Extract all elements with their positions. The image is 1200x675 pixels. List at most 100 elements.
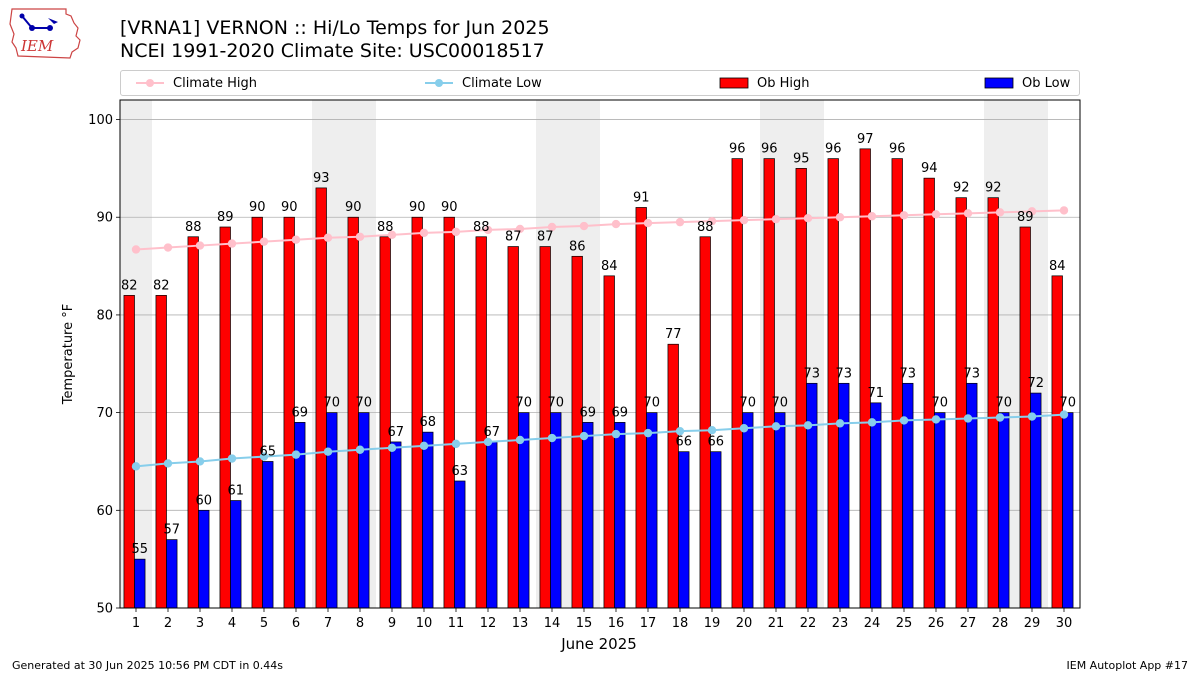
x-tick-label-28: 28 xyxy=(992,616,1009,631)
ob-low-label-6: 69 xyxy=(292,405,309,420)
climate-high-point-24 xyxy=(867,212,877,221)
ob-high-bar-10 xyxy=(411,216,423,609)
y-tick-label-70: 70 xyxy=(96,406,113,421)
x-tick-label-15: 15 xyxy=(576,616,593,631)
ob-high-label-30: 84 xyxy=(1049,259,1066,274)
ob-high-bar-16 xyxy=(603,275,615,609)
ob-low-label-13: 70 xyxy=(516,396,533,411)
ob-low-label-26: 70 xyxy=(932,396,949,411)
ob-high-label-14: 87 xyxy=(537,230,554,245)
legend-item-ob-high: Ob High xyxy=(719,71,810,95)
climate-high-point-14 xyxy=(547,222,557,232)
ob-low-bar-1 xyxy=(134,558,146,609)
x-tick-label-14: 14 xyxy=(544,616,561,631)
climate-high-point-1 xyxy=(131,245,141,254)
ob-high-bar-2 xyxy=(155,295,167,609)
climate-low-point-24 xyxy=(867,418,877,427)
climate-low-point-26 xyxy=(931,415,941,424)
climate-high-point-2 xyxy=(163,243,173,252)
climate-low-point-4 xyxy=(227,454,237,463)
climate-high-point-9 xyxy=(387,230,397,240)
ob-high-label-25: 96 xyxy=(889,142,906,157)
climate-high-point-30 xyxy=(1059,206,1069,215)
legend-label-ob-high: Ob High xyxy=(757,75,810,91)
climate-low-point-29 xyxy=(1027,412,1037,421)
ob-high-label-26: 94 xyxy=(921,161,938,176)
ob-high-label-1: 82 xyxy=(121,278,138,293)
ob-high-label-24: 97 xyxy=(857,132,874,147)
ob-low-bar-11 xyxy=(454,480,466,609)
ob-high-bar-1 xyxy=(123,295,135,609)
x-tick-label-22: 22 xyxy=(800,616,817,631)
x-tick-label-16: 16 xyxy=(608,616,625,631)
x-tick-label-6: 6 xyxy=(292,616,300,631)
climate-low-point-13 xyxy=(515,435,525,445)
ob-high-label-2: 82 xyxy=(153,278,170,293)
ob-low-label-17: 70 xyxy=(644,396,661,411)
ob-low-label-20: 70 xyxy=(740,396,757,411)
ob-low-bar-6 xyxy=(294,422,306,609)
y-tick-label-80: 80 xyxy=(96,308,113,323)
climate-low-point-30 xyxy=(1059,410,1069,419)
x-tick-label-13: 13 xyxy=(512,616,529,631)
x-tick-label-12: 12 xyxy=(480,616,497,631)
x-tick-label-11: 11 xyxy=(448,616,465,631)
ob-high-label-7: 93 xyxy=(313,171,330,186)
ob-high-label-4: 89 xyxy=(217,210,234,225)
legend: Climate High Climate Low Ob High Ob Low xyxy=(120,70,1080,96)
ob-low-bar-17 xyxy=(646,412,658,609)
x-tick-label-20: 20 xyxy=(736,616,753,631)
chart-title: [VRNA1] VERNON :: Hi/Lo Temps for Jun 20… xyxy=(120,17,550,39)
climate-high-point-3 xyxy=(195,241,205,250)
ob-low-label-10: 68 xyxy=(420,415,437,430)
ob-high-label-3: 88 xyxy=(185,220,202,235)
ob-low-bar-16 xyxy=(614,422,626,609)
ob-high-label-10: 90 xyxy=(409,200,426,215)
ob-low-label-15: 69 xyxy=(580,405,597,420)
x-axis-label: June 2025 xyxy=(560,635,637,653)
ob-low-bar-29 xyxy=(1030,392,1042,609)
climate-low-point-6 xyxy=(291,450,301,459)
ob-high-bar-15 xyxy=(571,255,583,609)
chart-subtitle: NCEI 1991-2020 Climate Site: USC00018517 xyxy=(120,40,545,62)
climate-high-point-5 xyxy=(259,237,269,246)
bars xyxy=(123,148,1074,609)
ob-high-label-18: 77 xyxy=(665,327,682,342)
legend-swatch-ob-high xyxy=(719,77,749,89)
ob-high-label-27: 92 xyxy=(953,181,970,196)
ob-low-bar-26 xyxy=(934,412,946,609)
y-tick-label-90: 90 xyxy=(96,211,113,226)
ob-low-bar-21 xyxy=(774,412,786,609)
ob-high-label-19: 88 xyxy=(697,220,714,235)
climate-low-point-18 xyxy=(675,426,685,436)
x-tick-label-3: 3 xyxy=(196,616,204,631)
climate-high-point-18 xyxy=(675,217,685,227)
ob-high-bar-26 xyxy=(923,177,935,609)
ob-low-bar-19 xyxy=(710,451,722,609)
x-tick-label-2: 2 xyxy=(164,616,172,631)
ob-high-bar-11 xyxy=(443,216,455,609)
ob-high-bar-25 xyxy=(891,158,903,609)
ob-high-label-8: 90 xyxy=(345,200,362,215)
y-tick-label-100: 100 xyxy=(88,113,113,128)
ob-low-bar-4 xyxy=(230,500,242,609)
x-tick-label-5: 5 xyxy=(260,616,268,631)
climate-low-point-1 xyxy=(131,462,141,471)
climate-high-point-6 xyxy=(291,235,301,244)
footer-generated-text: Generated at 30 Jun 2025 10:56 PM CDT in… xyxy=(12,659,284,672)
ob-high-bar-18 xyxy=(667,343,679,609)
ob-low-bar-12 xyxy=(486,441,498,609)
climate-high-point-11 xyxy=(451,227,461,237)
ob-low-label-25: 73 xyxy=(900,366,917,381)
ob-high-label-9: 88 xyxy=(377,220,394,235)
legend-item-climate-low: Climate Low xyxy=(424,71,542,95)
climate-low-point-20 xyxy=(739,424,749,433)
ob-low-label-30: 70 xyxy=(1060,396,1077,411)
ob-low-label-14: 70 xyxy=(548,396,565,411)
legend-item-ob-low: Ob Low xyxy=(984,71,1070,95)
x-tick-label-1: 1 xyxy=(132,616,140,631)
plot-frame xyxy=(119,99,1081,609)
ob-high-label-20: 96 xyxy=(729,142,746,157)
ob-low-bar-18 xyxy=(678,451,690,609)
